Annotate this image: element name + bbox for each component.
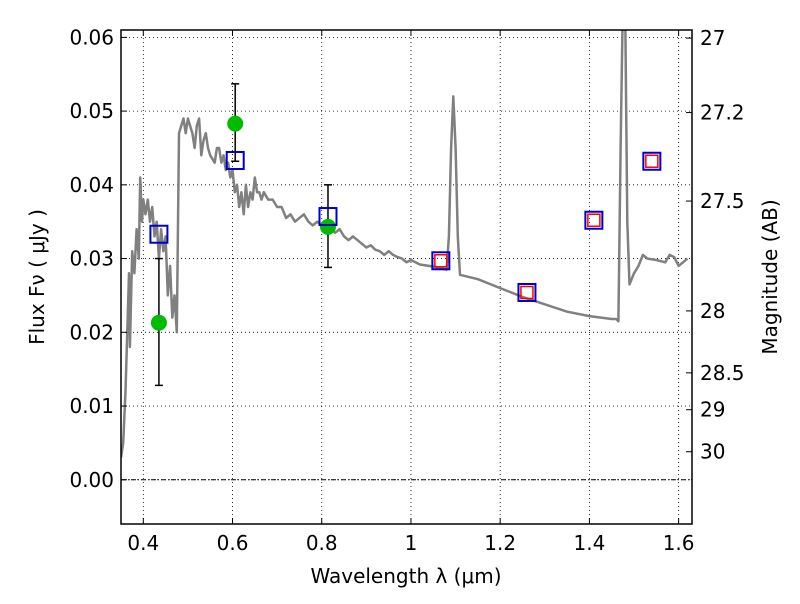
y-axis-label: Flux Fν ( μJy )	[25, 209, 49, 345]
observed-nir-square	[645, 154, 659, 168]
y-tick-label: 0.04	[69, 173, 114, 197]
observed-point	[227, 115, 244, 132]
observed-point	[150, 314, 167, 331]
model-photometry-square	[642, 151, 662, 171]
plot-frame	[120, 29, 693, 525]
y2-tick-label: 27	[700, 26, 725, 50]
y-tick-label: 0.05	[69, 99, 114, 123]
photometry-markers	[149, 83, 662, 387]
model-spectrum	[121, 30, 689, 458]
y-tick-label: 0.00	[69, 468, 114, 492]
x-tick-label: 0.8	[306, 531, 338, 555]
model-photometry-square	[225, 151, 245, 171]
model-photometry-square	[584, 210, 604, 230]
y-tick-label: 0.01	[69, 394, 114, 418]
y2-tick-label: 28.5	[700, 361, 745, 385]
observed-nir-square	[587, 213, 601, 227]
x-tick-label: 1	[405, 531, 418, 555]
grid-lines	[121, 30, 692, 524]
y2-tick-label: 29	[700, 398, 725, 422]
y-tick-label: 0.02	[69, 320, 114, 344]
x-tick-label: 1.2	[484, 531, 516, 555]
observed-nir-square	[434, 254, 448, 268]
x-tick-label: 1.6	[663, 531, 695, 555]
y-tick-label: 0.03	[69, 247, 114, 271]
y-tick-label: 0.06	[69, 25, 114, 49]
model-photometry-square	[318, 207, 338, 227]
x-tick-label: 0.4	[127, 531, 159, 555]
y2-tick-label: 28	[700, 299, 725, 323]
x-tick-label: 0.6	[217, 531, 249, 555]
observed-nir-square	[520, 285, 534, 300]
y2-tick-label: 27.5	[700, 189, 745, 213]
observed-point	[319, 218, 336, 235]
x-axis-label: Wavelength λ (μm)	[310, 564, 501, 588]
y2-tick-label: 30	[700, 440, 725, 464]
spectrum-line	[121, 30, 689, 458]
y2-tick-label: 27.2	[700, 101, 745, 125]
model-photometry-square	[431, 251, 451, 271]
axis-ticks: 0.4 0.6 0.8 1 1.2 1.4 1.6 0.00 0.01 0.02 0.03 0.04 0…	[69, 25, 744, 555]
x-tick-label: 1.4	[573, 531, 605, 555]
y2-axis-label: Magnitude (AB)	[758, 199, 782, 354]
model-photometry-square	[517, 282, 537, 302]
model-photometry-square	[149, 224, 169, 244]
